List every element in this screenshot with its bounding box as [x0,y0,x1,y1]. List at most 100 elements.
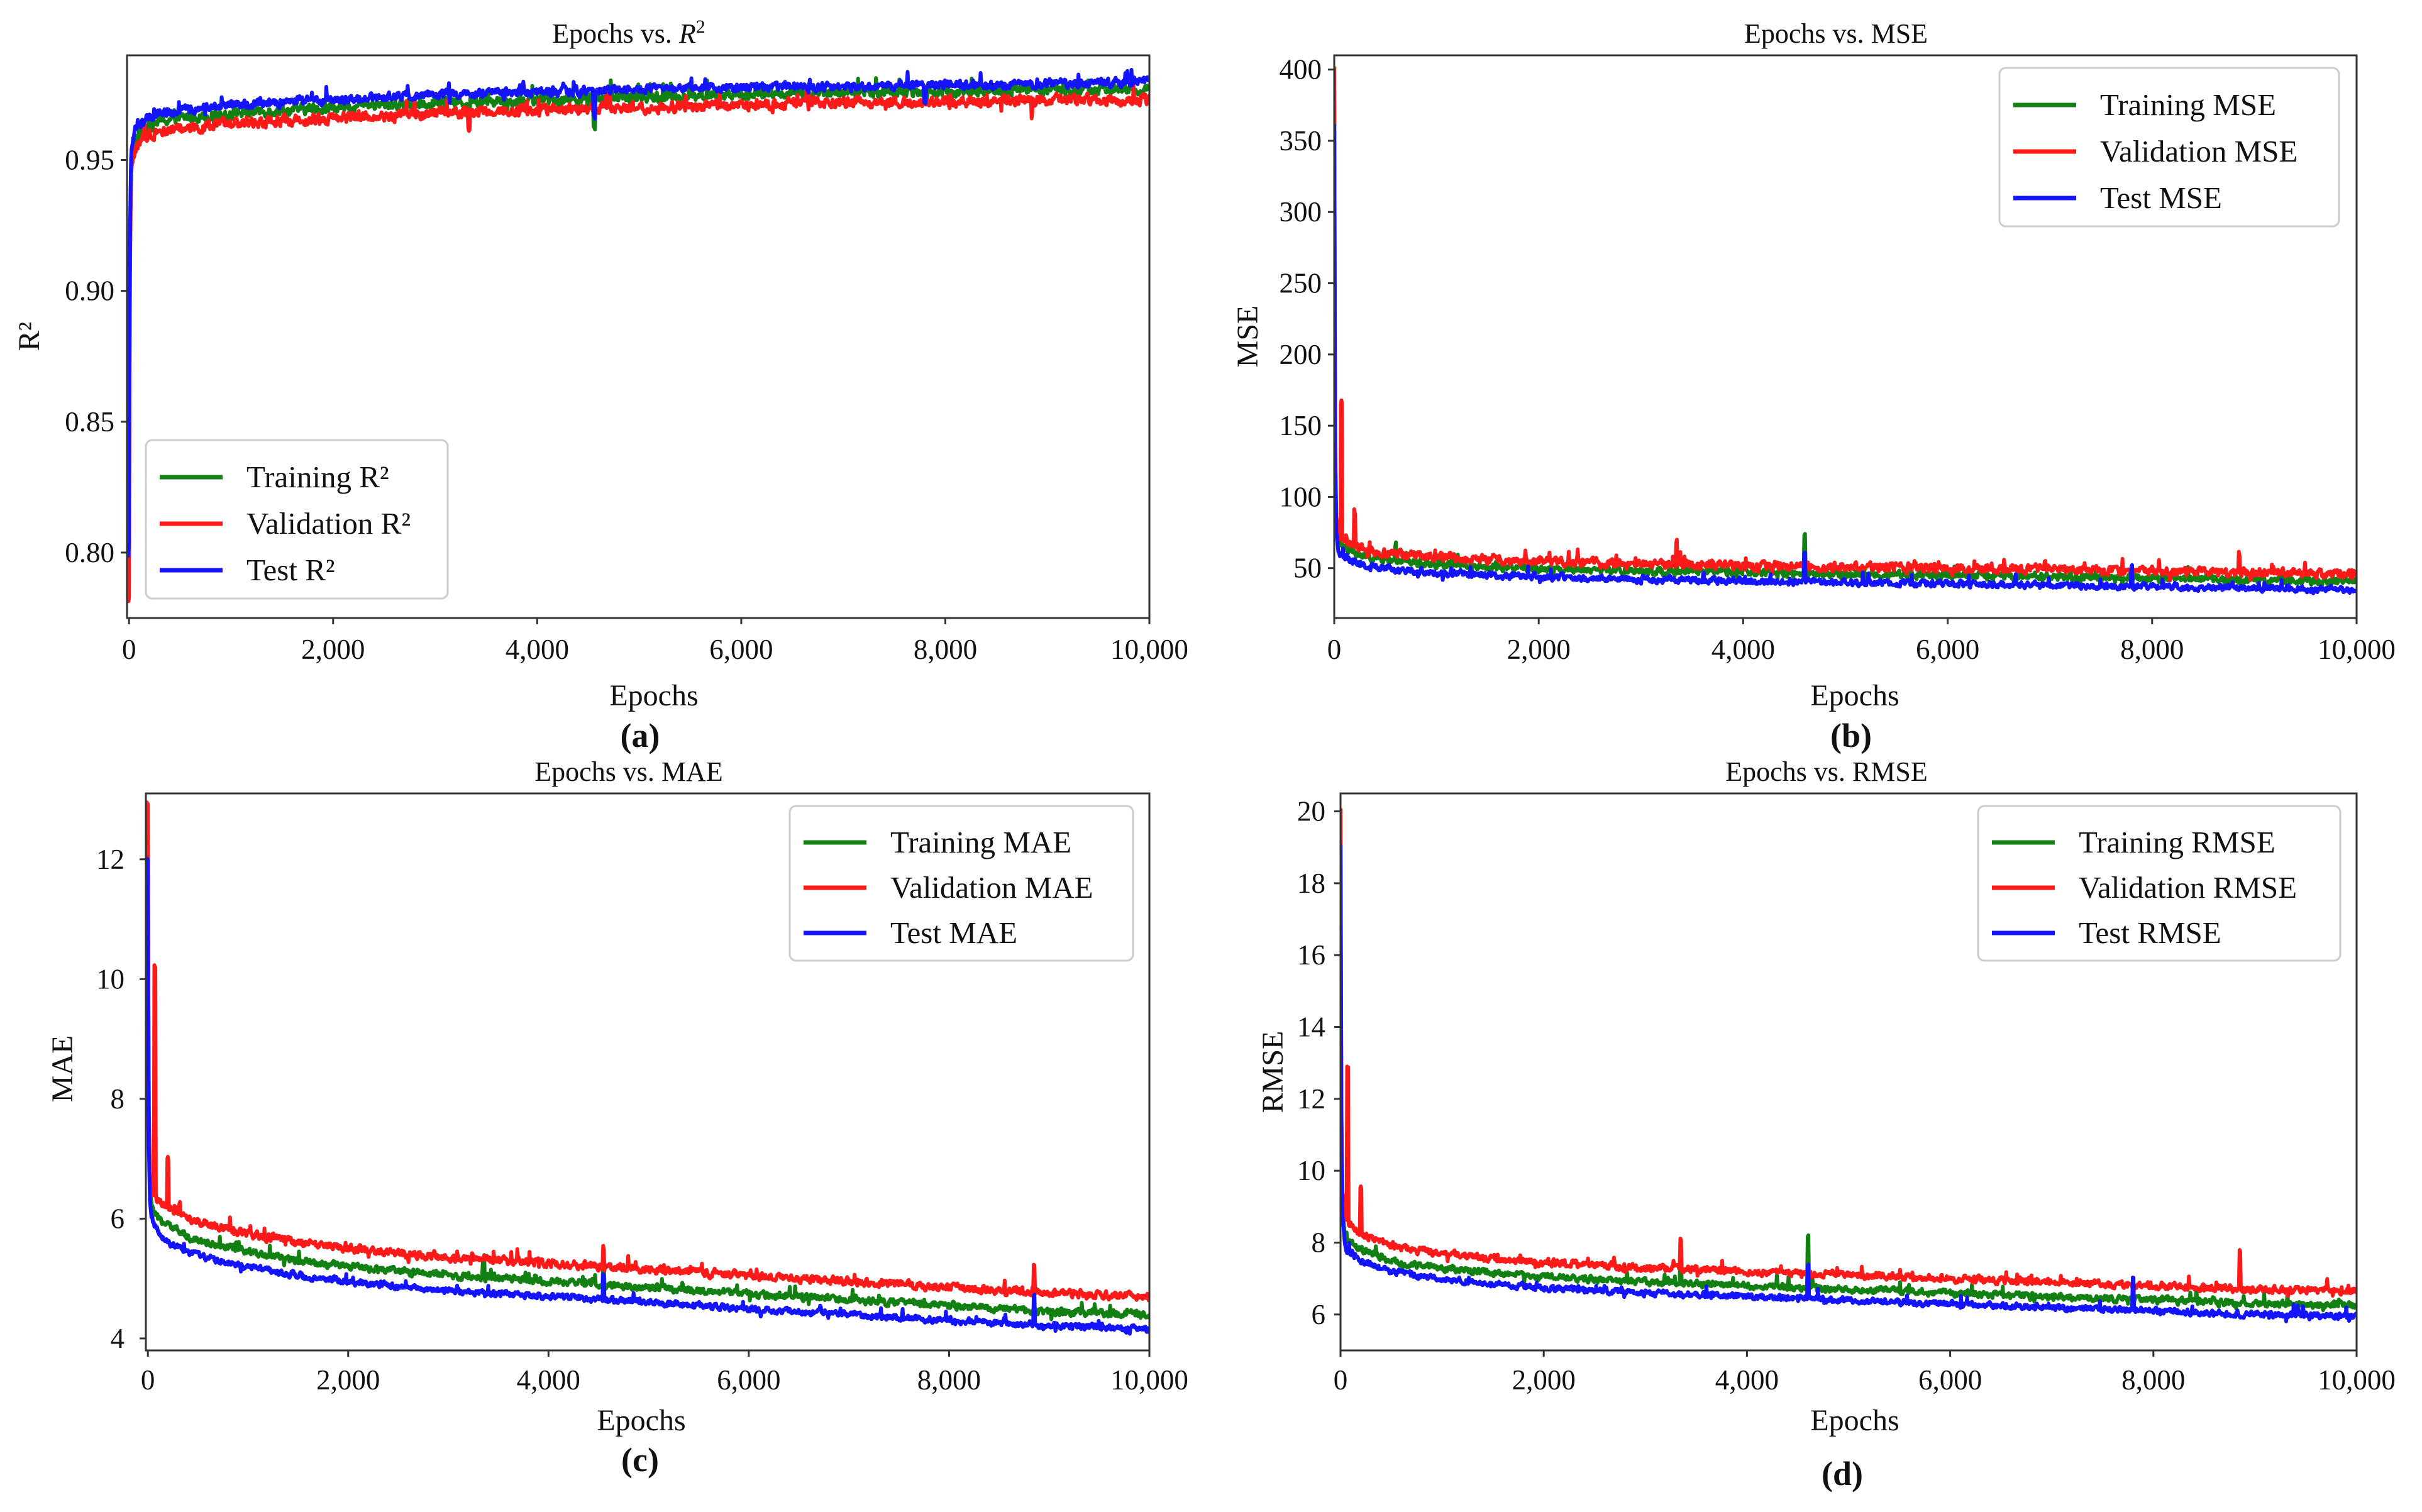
series-group [1341,807,2357,1323]
panel-label: (d) [1822,1455,1863,1493]
x-tick-label: 10,000 [2318,1364,2396,1396]
y-tick-label: 18 [1297,868,1325,899]
legend-label: Test MSE [2100,180,2222,215]
plot-frame [145,792,1151,1352]
y-tick-label: 50 [1293,553,1322,584]
x-tick-label: 2,000 [1512,1364,1576,1396]
y-tick-label: 0.85 [65,406,114,438]
legend-label: Validation MSE [2100,134,2298,168]
x-tick-label: 4,000 [506,634,569,665]
x-tick-label: 4,000 [517,1364,580,1396]
x-tick-label: 0 [141,1364,155,1396]
y-axis-label: R² [13,322,46,351]
chart-title: Epochs vs. R2 [552,16,705,50]
x-axis-label: Epochs [1810,1404,1899,1437]
y-tick-label: 200 [1280,339,1322,370]
plot-frame [126,54,1151,619]
x-tick-label: 4,000 [1715,1364,1779,1396]
legend-label: Test MAE [890,915,1017,950]
x-tick-label: 2,000 [301,634,365,665]
legend-label: Test RMSE [2079,915,2221,950]
legend-label: Training R² [246,460,389,494]
series-group [146,800,1149,1336]
legend: Training MAE Validation MAE Test MAE [788,805,1134,962]
x-tick-label: 10,000 [1110,1364,1188,1396]
series-line-1 [146,824,1149,1322]
chart-title: Epochs vs. RMSE [1725,756,1927,787]
series-line-2 [127,84,1149,604]
x-tick-label: 10,000 [2318,634,2396,665]
legend: Training R² Validation R² Test R² [145,439,449,600]
y-tick-label: 6 [111,1203,125,1234]
y-axis-label: RMSE [1256,1031,1290,1113]
y-tick-label: 12 [96,844,124,875]
plot-area: 0 2,000 4,000 6,000 8,000 10,000 4 6 8 10 12 Traini… [96,792,1188,1396]
plot-area: 0 2,000 4,000 6,000 8,000 10,000 50 100 150 200 25… [1280,54,2396,665]
x-tick-label: 8,000 [914,634,977,665]
y-tick-label: 0.90 [65,275,114,307]
y-tick-label: 6 [1312,1299,1326,1330]
y-tick-label: 14 [1297,1012,1325,1043]
x-axis-label: Epochs [1810,679,1899,712]
legend-label: Validation R² [246,506,411,541]
y-tick-label: 8 [1312,1227,1326,1259]
y-tick-label: 20 [1297,796,1325,827]
legend-box [1998,67,2340,228]
legend-label: Training MSE [2100,87,2276,122]
x-axis-label: Epochs [609,679,698,712]
series-line-1 [127,76,1149,557]
series-line-1 [1334,83,2357,589]
plot-frame [1333,54,2358,619]
y-tick-label: 12 [1297,1083,1325,1115]
y-tick-label: 300 [1280,196,1322,228]
panel-r2: Epochs vs. R2 0 2,000 4,000 6,000 8,000 10,00… [13,16,1188,755]
legend-box [1977,805,2342,962]
series-group [1334,65,2357,595]
plot-area: 0 2,000 4,000 6,000 8,000 10,000 0.80 0.85 0.90 0… [65,54,1188,665]
legend-box [145,439,449,600]
x-tick-label: 2,000 [316,1364,380,1396]
legend-box [788,805,1134,962]
x-tick-label: 8,000 [917,1364,981,1396]
y-tick-label: 16 [1297,939,1325,971]
x-tick-label: 8,000 [2120,634,2184,665]
y-tick-label: 350 [1280,125,1322,157]
x-tick-label: 10,000 [1110,634,1188,665]
chart-title: Epochs vs. MSE [1744,18,1928,49]
x-tick-label: 6,000 [709,634,773,665]
y-tick-label: 400 [1280,54,1322,86]
legend: Training RMSE Validation RMSE Test RMSE [1977,805,2342,962]
y-tick-label: 0.80 [65,537,114,568]
y-tick-label: 4 [111,1323,125,1354]
legend-label: Training RMSE [2079,825,2275,859]
series-line-2 [1334,65,2357,583]
legend-label: Training MAE [890,825,1071,859]
y-axis-label: MSE [1231,306,1264,368]
panel-rmse: Epochs vs. RMSE 0 2,000 4,000 6,000 8,000 10,… [1256,756,2396,1493]
x-tick-label: 0 [122,634,136,665]
x-tick-label: 0 [1334,1364,1348,1396]
y-tick-label: 150 [1280,410,1322,441]
legend-label: Validation RMSE [2079,870,2297,905]
x-tick-label: 6,000 [1918,1364,1982,1396]
y-tick-label: 0.95 [65,145,114,176]
y-tick-label: 10 [1297,1155,1325,1186]
panel-label: (b) [1830,717,1872,754]
x-tick-label: 6,000 [1916,634,1979,665]
y-tick-label: 100 [1280,481,1322,512]
y-tick-label: 10 [96,963,124,995]
legend: Training MSE Validation MSE Test MSE [1998,67,2340,228]
x-tick-label: 4,000 [1711,634,1775,665]
x-tick-label: 0 [1327,634,1342,665]
x-tick-label: 2,000 [1507,634,1571,665]
plot-area: 0 2,000 4,000 6,000 8,000 10,000 6 8 10 12 14 16 18 2… [1297,792,2396,1396]
chart-title: Epochs vs. MAE [534,756,722,787]
series-line-1 [1341,825,2357,1313]
panel-mse: Epochs vs. MSE 0 2,000 4,000 6,000 8,000 10,0… [1231,18,2396,754]
x-tick-label: 6,000 [717,1364,780,1396]
series-line-2 [146,800,1149,1303]
series-line-3 [1341,843,2357,1323]
x-axis-label: Epochs [597,1404,685,1437]
